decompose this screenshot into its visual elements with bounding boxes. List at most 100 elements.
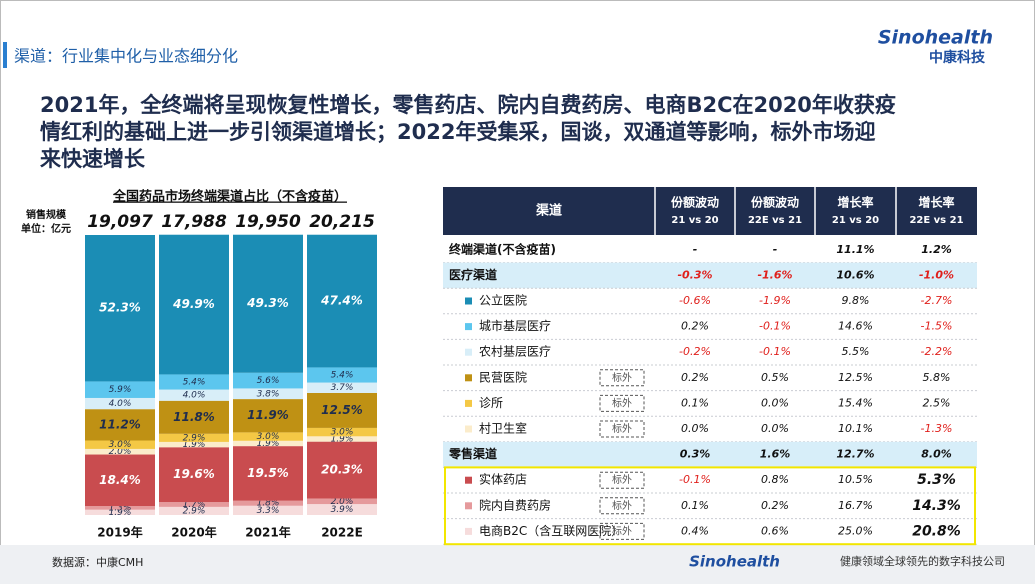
cell: -2.7% <box>921 294 953 307</box>
header-cell: 增长率 <box>837 195 873 210</box>
segment-label: 3.0% <box>257 432 280 442</box>
row-label: 实体药店 <box>479 472 527 487</box>
segment-label: 2.9% <box>183 506 206 516</box>
cell: -0.3% <box>677 268 712 281</box>
bar-segment <box>307 427 377 437</box>
bar-segment <box>159 506 229 515</box>
segment-label: 1.3% <box>109 503 132 513</box>
header-cell: 21 vs 20 <box>671 215 718 226</box>
group-row-bg <box>443 262 977 289</box>
cell: 1.2% <box>921 243 952 256</box>
chart-title: 全国药品市场终端渠道占比（不含疫苗） <box>112 189 347 205</box>
row-label: 电商B2C（含互联网医院） <box>479 523 623 538</box>
segment-label: 3.3% <box>257 506 280 516</box>
tag: 标外 <box>612 397 632 409</box>
cell: 0.2% <box>681 320 709 333</box>
group-row-bg <box>443 441 977 468</box>
tag: 标外 <box>612 372 632 384</box>
bar-segment <box>85 448 155 455</box>
bar-segment <box>233 432 303 441</box>
segment-label: 11.8% <box>173 410 215 424</box>
bar-segment <box>307 382 377 393</box>
bar-segment <box>85 409 155 441</box>
legend-swatch <box>465 527 472 535</box>
cell: 0.8% <box>761 473 789 486</box>
segment-label: 11.2% <box>99 417 141 431</box>
cell: -1.3% <box>921 422 953 435</box>
segment-label: 18.4% <box>99 473 141 487</box>
cell: -0.6% <box>679 294 711 307</box>
cell: -0.2% <box>679 345 711 358</box>
cell: 5.8% <box>923 371 951 384</box>
segment-label: 3.7% <box>331 383 354 393</box>
segment-label: 3.0% <box>331 428 354 438</box>
segment-label: 49.9% <box>172 297 215 311</box>
tag-box <box>599 497 645 515</box>
cell: -0.1% <box>679 473 711 486</box>
segment-label: 1.7% <box>183 500 206 510</box>
bar-segment <box>233 500 303 506</box>
segment-label: 2.0% <box>331 497 354 507</box>
cell: -0.1% <box>759 345 791 358</box>
total-label: 19,950 <box>235 212 301 232</box>
cell: 14.3% <box>912 498 961 514</box>
header-cell: 21 vs 20 <box>832 215 879 226</box>
header-cell: 份额波动 <box>751 195 799 210</box>
bar-segment <box>233 399 303 433</box>
cell: 0.0% <box>761 396 789 409</box>
bar-segment <box>307 504 377 515</box>
segment-label: 1.9% <box>331 434 354 444</box>
legend-swatch <box>465 502 472 510</box>
headline: 2021年，全终端将呈现恢复性增长，零售药店、院内自费药房、电商B2C在2020… <box>40 93 896 117</box>
cell: 0.6% <box>761 524 789 537</box>
bar-segment <box>85 509 155 515</box>
segment-label: 1.9% <box>257 439 280 449</box>
cell: 9.8% <box>842 294 870 307</box>
tag-box <box>599 394 645 412</box>
legend-swatch <box>465 348 472 356</box>
tag-box <box>599 369 645 387</box>
cell: 12.7% <box>836 448 874 461</box>
cell: 5.5% <box>842 345 870 358</box>
tag: 标外 <box>612 500 632 512</box>
bar-segment <box>159 441 229 448</box>
bar-segment <box>159 400 229 434</box>
bar-segment <box>233 440 303 447</box>
row-label: 城市基层医疗 <box>479 318 551 333</box>
cell: 0.1% <box>681 396 709 409</box>
bar-segment <box>307 367 377 383</box>
section-bar <box>3 42 7 68</box>
cell: 0.5% <box>761 371 789 384</box>
cell: 14.6% <box>838 320 873 333</box>
cell: -1.5% <box>921 320 953 333</box>
source: 数据源：中康CMH <box>52 555 143 569</box>
segment-label: 1.9% <box>183 440 206 450</box>
cell: 0.3% <box>680 448 711 461</box>
section-title: 渠道：行业集中化与业态细分化 <box>14 47 238 66</box>
bar-segment <box>307 441 377 499</box>
bar-segment <box>159 502 229 507</box>
cell: 16.7% <box>838 499 873 512</box>
total-label: 19,097 <box>87 212 153 232</box>
footer-logo: Sinohealth <box>689 553 780 571</box>
segment-label: 5.4% <box>183 378 206 388</box>
row-label: 村卫生室 <box>479 421 527 436</box>
logo-en: Sinohealth <box>878 27 993 49</box>
row-label: 农村基层医疗 <box>479 345 551 359</box>
segment-label: 12.5% <box>321 403 363 417</box>
header-cell: 22E vs 21 <box>748 215 802 226</box>
segment-label: 1.8% <box>257 499 280 509</box>
bar-segment <box>233 388 303 400</box>
cell: 8.0% <box>921 448 952 461</box>
cell: 20.8% <box>912 523 961 539</box>
cell: 0.2% <box>681 371 709 384</box>
bar-segment <box>233 372 303 389</box>
bar-segment <box>159 447 229 503</box>
slogan: 健康领域全球领先的数字科技公司 <box>840 554 1005 568</box>
legend-swatch <box>465 476 472 484</box>
cell: 0.2% <box>761 499 789 512</box>
x-tick-label: 2020年 <box>171 525 216 540</box>
headline: 情红利的基础上进一步引领渠道增长；2022年受集采，国谈，双通道等影响，标外市场… <box>40 120 875 144</box>
x-tick-label: 2022E <box>321 526 363 540</box>
segment-label: 3.9% <box>331 505 354 515</box>
